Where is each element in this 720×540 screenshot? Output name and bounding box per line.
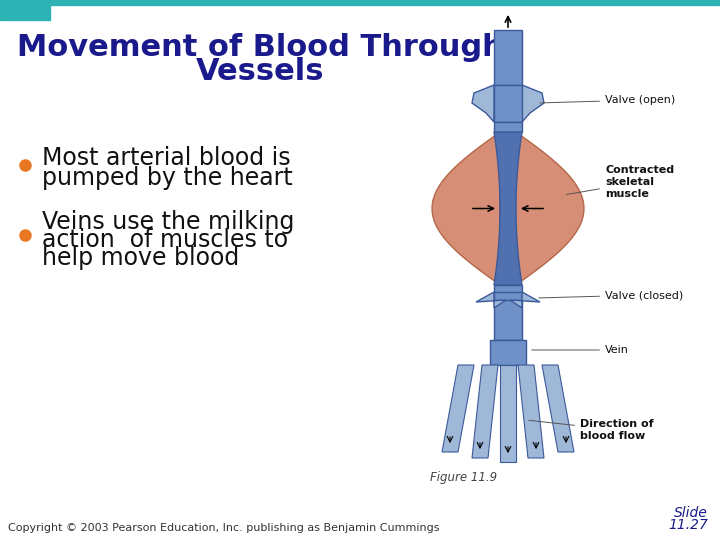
Text: Figure 11.9: Figure 11.9 [430,471,497,484]
Polygon shape [472,365,498,458]
Text: Vein: Vein [532,345,629,355]
Polygon shape [500,365,516,462]
Text: Veins use the milking: Veins use the milking [42,210,294,234]
Polygon shape [500,132,584,285]
Bar [0,0,50,20]
Text: Direction of
blood flow: Direction of blood flow [528,419,654,441]
Polygon shape [542,365,574,452]
Text: Copyright © 2003 Pearson Education, Inc. publishing as Benjamin Cummings: Copyright © 2003 Pearson Education, Inc.… [8,523,439,533]
Polygon shape [494,300,522,340]
Polygon shape [494,30,522,85]
Polygon shape [472,85,494,122]
Text: Valve (closed): Valve (closed) [539,290,683,300]
Text: Vessels: Vessels [196,57,324,86]
Polygon shape [490,340,526,365]
Polygon shape [510,292,540,308]
Text: Most arterial blood is: Most arterial blood is [42,146,291,170]
Polygon shape [518,365,544,458]
Text: Contracted
skeletal
muscle: Contracted skeletal muscle [567,165,674,199]
Polygon shape [522,85,544,122]
Text: help move blood: help move blood [42,246,239,270]
Polygon shape [494,285,522,300]
Polygon shape [494,132,522,285]
Text: Movement of Blood Through: Movement of Blood Through [17,33,503,63]
Polygon shape [494,85,522,122]
Polygon shape [432,132,500,285]
Text: pumped by the heart: pumped by the heart [42,166,293,190]
Polygon shape [494,122,522,132]
Text: Slide: Slide [674,506,708,520]
Text: 11.27: 11.27 [668,518,708,532]
Text: action  of muscles to: action of muscles to [42,228,288,252]
Polygon shape [476,292,506,308]
Polygon shape [442,365,474,452]
Bar [0,0,720,5]
Polygon shape [494,292,522,302]
Text: Valve (open): Valve (open) [540,95,675,105]
